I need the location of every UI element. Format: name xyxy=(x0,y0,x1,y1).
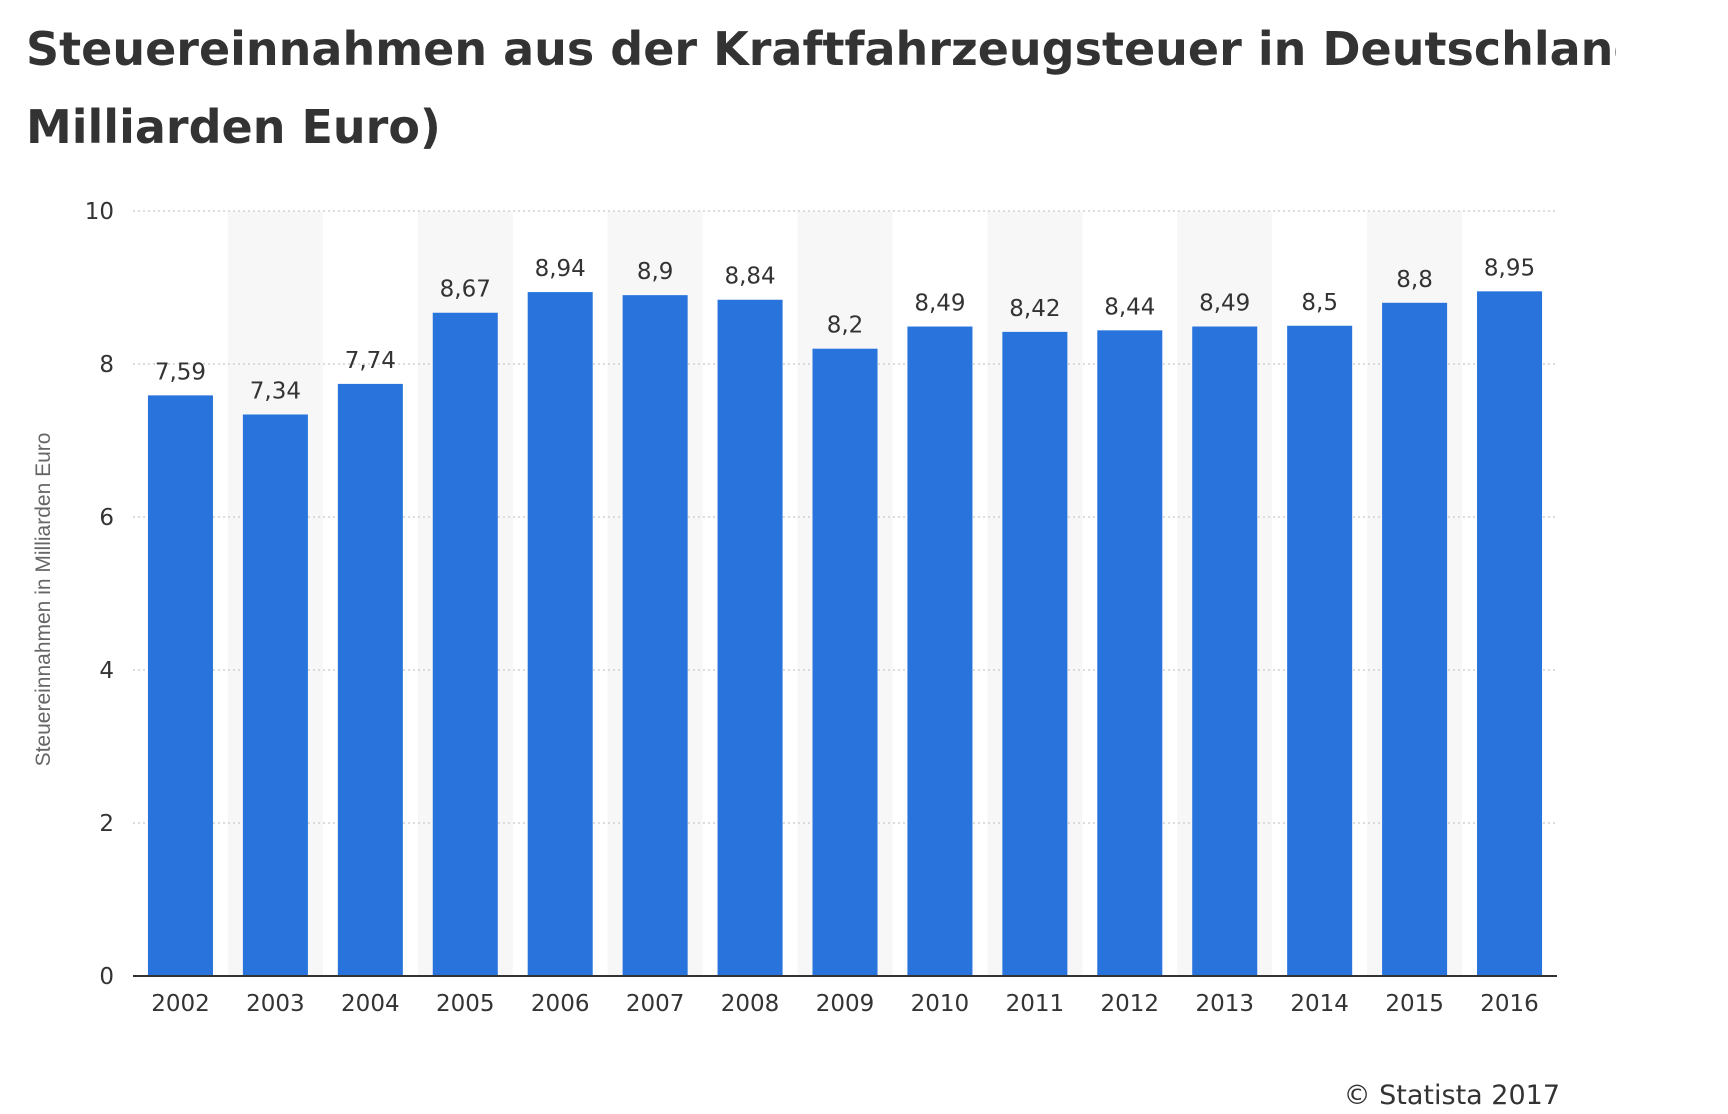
x-tick-label: 2006 xyxy=(531,991,590,1017)
y-tick-label: 10 xyxy=(85,199,114,225)
x-tick-label: 2005 xyxy=(436,991,495,1017)
data-label: 8,49 xyxy=(914,291,965,317)
chart-title-line-2: Milliarden Euro) xyxy=(26,100,441,154)
bar[interactable] xyxy=(1097,330,1163,977)
data-label: 8,94 xyxy=(535,256,586,282)
y-axis-title: Steuereinnahmen in Milliarden Euro xyxy=(32,433,55,767)
data-label: 8,8 xyxy=(1396,267,1433,293)
bar[interactable] xyxy=(147,395,213,976)
y-tick-label: 0 xyxy=(99,964,114,990)
data-label: 8,2 xyxy=(827,313,864,339)
y-tick-label: 6 xyxy=(99,505,114,531)
bar[interactable] xyxy=(1002,331,1068,976)
data-label: 7,34 xyxy=(250,378,301,404)
bar[interactable] xyxy=(622,295,688,976)
y-tick-label: 4 xyxy=(99,658,114,684)
data-label: 8,49 xyxy=(1199,291,1250,317)
x-tick-label: 2012 xyxy=(1101,991,1160,1017)
bar[interactable] xyxy=(432,312,498,976)
data-label: 8,95 xyxy=(1484,255,1535,281)
data-label: 8,42 xyxy=(1009,296,1060,322)
bar[interactable] xyxy=(527,292,593,977)
x-tick-label: 2003 xyxy=(246,991,305,1017)
data-label: 8,44 xyxy=(1104,294,1155,320)
data-label: 7,59 xyxy=(155,359,206,385)
x-tick-label: 2008 xyxy=(721,991,780,1017)
x-tick-label: 2014 xyxy=(1290,991,1349,1017)
data-label: 7,74 xyxy=(345,348,396,374)
bar[interactable] xyxy=(1287,325,1353,976)
bar[interactable] xyxy=(812,348,878,976)
bar[interactable] xyxy=(1477,291,1543,976)
bar[interactable] xyxy=(242,414,308,976)
bar[interactable] xyxy=(1192,326,1258,976)
y-tick-label: 8 xyxy=(99,352,114,378)
x-tick-label: 2007 xyxy=(626,991,685,1017)
x-tick-label: 2011 xyxy=(1006,991,1065,1017)
statista-credit: © Statista 2017 xyxy=(1343,1080,1560,1111)
data-label: 8,84 xyxy=(724,264,775,290)
bar[interactable] xyxy=(717,299,783,976)
bar[interactable] xyxy=(907,326,973,976)
x-tick-label: 2010 xyxy=(911,991,970,1017)
x-tick-label: 2013 xyxy=(1195,991,1254,1017)
data-label: 8,67 xyxy=(440,277,491,303)
chart-title: Steuereinnahmen aus der Kraftfahrzeugste… xyxy=(26,10,1616,166)
chart-title-line-1: Steuereinnahmen aus der Kraftfahrzeugste… xyxy=(26,22,1616,76)
bar[interactable] xyxy=(337,383,403,976)
x-tick-label: 2004 xyxy=(341,991,400,1017)
data-label: 8,5 xyxy=(1301,290,1338,316)
y-tick-label: 2 xyxy=(99,811,114,837)
x-tick-label: 2009 xyxy=(816,991,875,1017)
bar[interactable] xyxy=(1382,302,1448,976)
x-tick-label: 2015 xyxy=(1385,991,1444,1017)
data-label: 8,9 xyxy=(637,259,674,285)
x-tick-label: 2002 xyxy=(151,991,210,1017)
x-tick-label: 2016 xyxy=(1480,991,1539,1017)
